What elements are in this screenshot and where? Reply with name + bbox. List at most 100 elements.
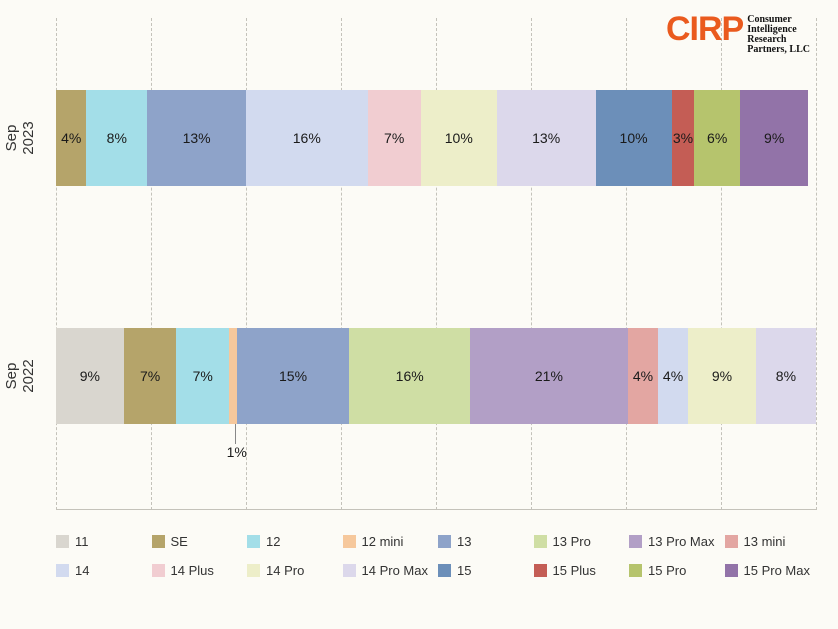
bar-segment: 9% [56, 328, 124, 424]
legend-label: 14 [75, 563, 89, 578]
legend-item: 13 Pro Max [629, 534, 721, 549]
chart-area: 4% 8% 13% 16% 7% 10% 13% 10% 3% 6% 9% 1% 9% 7% 7% 15% 16… [56, 18, 816, 510]
segment-label: 15% [279, 368, 307, 384]
legend-label: 12 [266, 534, 280, 549]
bar-segment: 16% [349, 328, 469, 424]
segment-label: 7% [140, 368, 160, 384]
bar-segment: 8% [86, 90, 147, 186]
legend-swatch [152, 535, 165, 548]
bar-segment: 9% [740, 90, 808, 186]
bar-segment: 7% [176, 328, 229, 424]
legend-item: 14 [56, 563, 148, 578]
legend-label: 14 Pro [266, 563, 304, 578]
segment-label: 4% [61, 130, 81, 146]
bar-segment: 4% [628, 328, 658, 424]
segment-label: 16% [293, 130, 321, 146]
segment-label: 16% [396, 368, 424, 384]
legend: 11 SE 12 12 mini 13 13 Pro 13 Pro Max 13 mini 14… [56, 534, 816, 578]
segment-label: 8% [776, 368, 796, 384]
legend-item: 13 mini [725, 534, 817, 549]
legend-item: 15 [438, 563, 530, 578]
segment-label: 7% [193, 368, 213, 384]
bar-segment: 13% [497, 90, 596, 186]
legend-item: 15 Pro [629, 563, 721, 578]
bar-segment: 9% [688, 328, 756, 424]
bar-segment: 4% [658, 328, 688, 424]
legend-item: 14 Pro [247, 563, 339, 578]
segment-label: 21% [535, 368, 563, 384]
legend-swatch [534, 564, 547, 577]
segment-label: 9% [712, 368, 732, 384]
legend-swatch [438, 535, 451, 548]
legend-swatch [56, 564, 69, 577]
legend-item: 15 Plus [534, 563, 626, 578]
bar-segment: 16% [246, 90, 368, 186]
legend-item: 15 Pro Max [725, 563, 817, 578]
legend-swatch [343, 535, 356, 548]
legend-swatch [438, 564, 451, 577]
bar-segment: 7% [124, 328, 177, 424]
legend-item: 13 Pro [534, 534, 626, 549]
legend-swatch [343, 564, 356, 577]
segment-label: 10% [445, 130, 473, 146]
segment-label: 9% [764, 130, 784, 146]
legend-swatch [725, 535, 738, 548]
legend-label: 15 Pro [648, 563, 686, 578]
logo-text: Consumer Intelligence Research Partners,… [747, 14, 810, 55]
segment-label: 6% [707, 130, 727, 146]
legend-item: 11 [56, 534, 148, 549]
segment-label: 7% [384, 130, 404, 146]
legend-swatch [152, 564, 165, 577]
bar-segment: 10% [596, 90, 672, 186]
segment-label: 4% [633, 368, 653, 384]
legend-label: 14 Pro Max [362, 563, 428, 578]
legend-swatch [725, 564, 738, 577]
bar-segment: 8% [756, 328, 816, 424]
legend-label: 14 Plus [171, 563, 214, 578]
segment-label: 9% [80, 368, 100, 384]
bar-segment: 10% [421, 90, 497, 186]
legend-item: 13 [438, 534, 530, 549]
segment-label: 10% [620, 130, 648, 146]
segment-label: 4% [663, 368, 683, 384]
bar-segment: 3% [672, 90, 695, 186]
bar-segment: 15% [237, 328, 350, 424]
legend-label: 13 mini [744, 534, 786, 549]
legend-label: 13 [457, 534, 471, 549]
legend-item: 12 [247, 534, 339, 549]
legend-swatch [56, 535, 69, 548]
legend-label: 11 [75, 534, 89, 549]
bar-segment: 7% [368, 90, 421, 186]
legend-swatch [629, 535, 642, 548]
legend-swatch [247, 535, 260, 548]
legend-label: 12 mini [362, 534, 404, 549]
legend-swatch [247, 564, 260, 577]
segment-label: 8% [107, 130, 127, 146]
legend-label: 15 Plus [553, 563, 596, 578]
legend-label: 15 [457, 563, 471, 578]
legend-item: 14 Pro Max [343, 563, 435, 578]
logo: CIRP Consumer Intelligence Research Part… [666, 14, 810, 55]
callout-label: 1% [227, 444, 247, 460]
callout-leader [235, 424, 236, 444]
segment-label: 3% [673, 130, 693, 146]
bar-segment: 4% [56, 90, 86, 186]
legend-swatch [629, 564, 642, 577]
bar-segment: 13% [147, 90, 246, 186]
bar-row: 4% 8% 13% 16% 7% 10% 13% 10% 3% 6% 9% [56, 90, 816, 186]
bar-segment: 6% [694, 90, 740, 186]
legend-item: 14 Plus [152, 563, 244, 578]
logo-mark: CIRP [666, 14, 743, 45]
legend-label: SE [171, 534, 188, 549]
legend-item: SE [152, 534, 244, 549]
legend-label: 15 Pro Max [744, 563, 810, 578]
bar-segment [229, 328, 237, 424]
y-axis-label: Sep 2023 [3, 118, 37, 158]
segment-label: 13% [183, 130, 211, 146]
legend-item: 12 mini [343, 534, 435, 549]
legend-label: 13 Pro Max [648, 534, 714, 549]
gridline [816, 18, 817, 510]
bar-segment: 21% [470, 328, 628, 424]
segment-label: 13% [532, 130, 560, 146]
legend-swatch [534, 535, 547, 548]
